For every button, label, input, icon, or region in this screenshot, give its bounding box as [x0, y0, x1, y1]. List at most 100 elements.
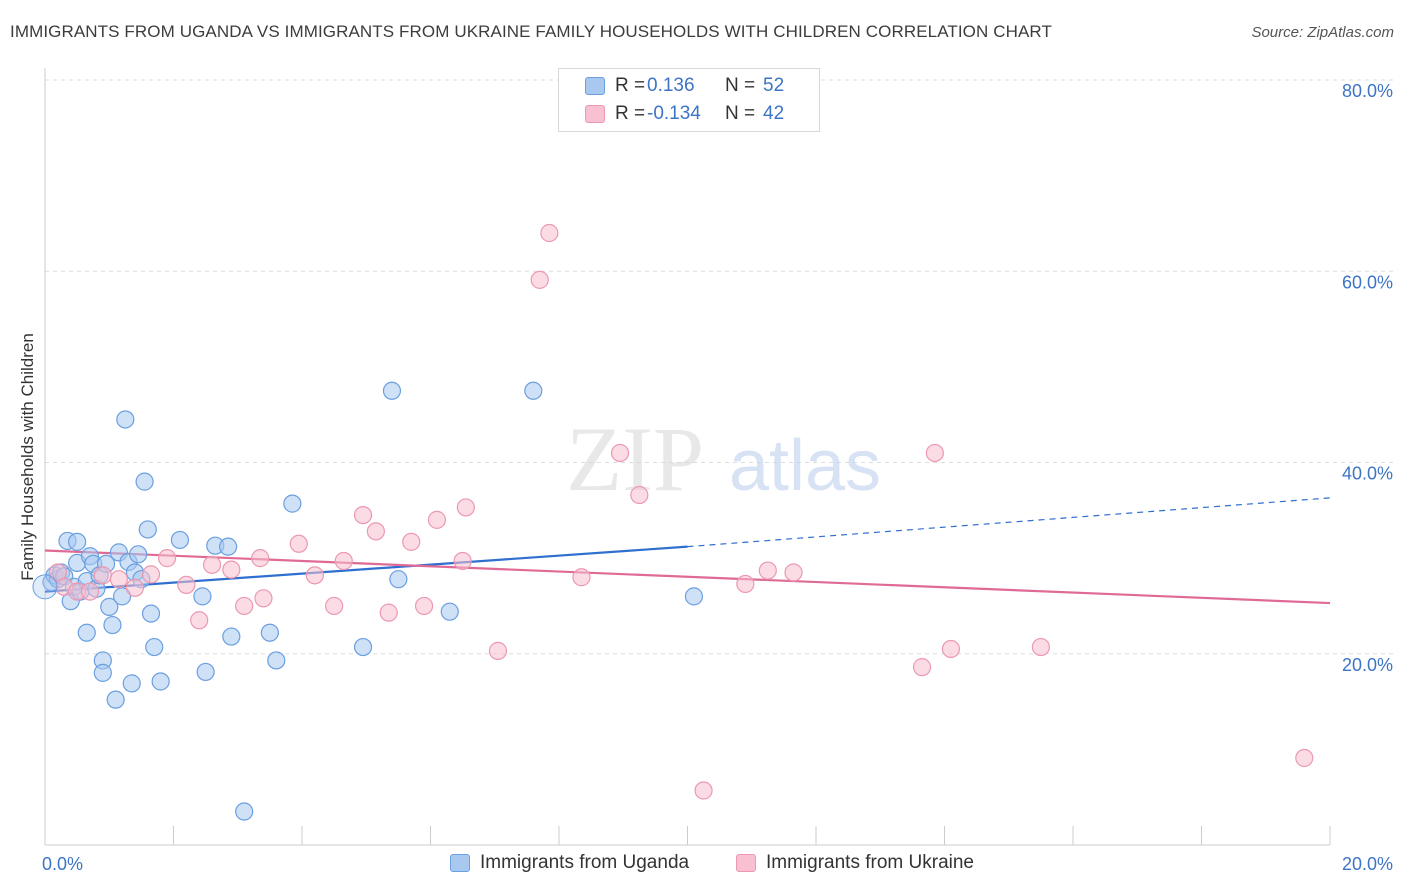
data-point-ukraine [366, 522, 385, 541]
data-point-ukraine [1295, 748, 1314, 768]
data-point-uganda [32, 574, 58, 600]
data-point-ukraine [453, 551, 472, 571]
r-label: R = [615, 103, 646, 124]
data-point-uganda [219, 537, 238, 556]
data-point-ukraine [177, 575, 196, 595]
data-point-ukraine [80, 582, 100, 601]
data-point-ukraine [289, 534, 308, 553]
source-label: Source: ZipAtlas.com [1251, 24, 1394, 41]
data-point-uganda [235, 802, 254, 821]
data-point-ukraine [540, 223, 559, 243]
y-tick-labels: 20.0% 40.0% 60.0% 80.0% [1342, 81, 1393, 675]
n-label: N = [725, 103, 756, 124]
data-point-ukraine [157, 549, 177, 568]
ukraine-swatch [736, 854, 756, 872]
data-point-ukraine [427, 510, 447, 529]
data-point-ukraine [941, 639, 961, 659]
watermark: ZIP atlas [566, 408, 881, 510]
data-point-uganda [145, 637, 164, 657]
data-point-ukraine [325, 596, 344, 616]
chart-title: IMMIGRANTS FROM UGANDA VS IMMIGRANTS FRO… [10, 22, 1052, 41]
legend-label: Immigrants from Ukraine [766, 852, 974, 873]
y-tick-label: 60.0% [1342, 272, 1393, 292]
data-point-ukraine [912, 658, 932, 677]
grid [45, 79, 1395, 655]
data-point-uganda [170, 530, 190, 550]
data-point-uganda [193, 587, 212, 606]
data-point-ukraine [456, 498, 475, 517]
data-point-ukraine [610, 443, 630, 463]
data-point-uganda [106, 690, 125, 709]
data-point-uganda [382, 381, 402, 400]
x-tick-label: 0.0% [42, 854, 83, 874]
n-value: 42 [763, 103, 785, 124]
stats-legend: R = 0.136 N = 52 R = -0.134 N = 42 [558, 68, 820, 132]
data-point-uganda [267, 651, 286, 670]
data-point-ukraine [572, 568, 591, 587]
data-point-uganda [524, 381, 543, 400]
data-point-ukraine [530, 270, 549, 289]
n-value: 52 [763, 75, 785, 96]
watermark-atlas: atlas [729, 426, 881, 506]
data-point-ukraine [379, 603, 398, 622]
trend-line-uganda [44, 545, 688, 593]
legend-item-ukraine[interactable]: Immigrants from Ukraine [736, 852, 974, 874]
r-label: R = [615, 75, 646, 96]
data-point-ukraine [251, 549, 270, 568]
data-point-ukraine [222, 560, 241, 579]
data-point-uganda [93, 663, 112, 682]
data-point-ukraine [334, 551, 353, 571]
trend-lines [44, 497, 1331, 605]
r-value: -0.134 [647, 103, 701, 124]
data-point-uganda [129, 545, 148, 564]
data-point-ukraine [630, 485, 649, 505]
uganda-swatch [450, 854, 470, 872]
data-point-uganda [389, 570, 408, 589]
stats-row-ukraine: R = -0.134 N = 42 [559, 101, 784, 127]
data-point-ukraine [141, 565, 161, 584]
ukraine-swatch [585, 105, 605, 123]
axes [44, 68, 1331, 846]
y-axis-title: Family Households with Children [18, 333, 37, 581]
data-point-ukraine [784, 563, 803, 582]
data-point-ukraine [758, 561, 777, 580]
uganda-swatch [585, 77, 605, 95]
legend-label: Immigrants from Uganda [480, 852, 690, 873]
data-points [32, 223, 1314, 821]
data-point-ukraine [254, 589, 273, 608]
data-point-uganda [283, 494, 302, 513]
data-point-uganda [222, 627, 241, 646]
data-point-ukraine [93, 566, 112, 585]
data-point-uganda [116, 410, 135, 429]
data-point-uganda [135, 472, 154, 491]
data-point-ukraine [109, 570, 128, 589]
data-point-uganda [122, 674, 141, 693]
x-tick-label: 20.0% [1342, 854, 1393, 874]
data-point-uganda [440, 602, 459, 621]
data-point-ukraine [402, 532, 421, 551]
data-point-uganda [196, 662, 215, 682]
data-point-uganda [77, 623, 96, 642]
data-point-uganda [151, 672, 170, 691]
x-tick-labels: 0.0% 20.0% [42, 854, 1393, 874]
data-point-ukraine [414, 596, 434, 616]
n-label: N = [725, 75, 756, 96]
data-point-ukraine [235, 596, 254, 616]
data-point-ukraine [202, 555, 222, 574]
data-point-uganda [138, 520, 157, 539]
r-value: 0.136 [647, 75, 695, 96]
data-point-ukraine [125, 578, 145, 597]
data-point-uganda [100, 597, 119, 616]
data-point-uganda [68, 532, 87, 551]
data-point-ukraine [1031, 637, 1050, 657]
data-point-ukraine [925, 443, 944, 463]
data-point-ukraine [353, 505, 373, 525]
data-point-uganda [260, 623, 279, 642]
trend-line-uganda-extension [687, 497, 1331, 548]
data-point-uganda [141, 604, 161, 623]
data-point-ukraine [694, 781, 713, 800]
series-legend: Immigrants from Uganda Immigrants from U… [0, 852, 1406, 878]
data-point-uganda [112, 587, 132, 606]
legend-item-uganda[interactable]: Immigrants from Uganda [450, 852, 689, 874]
